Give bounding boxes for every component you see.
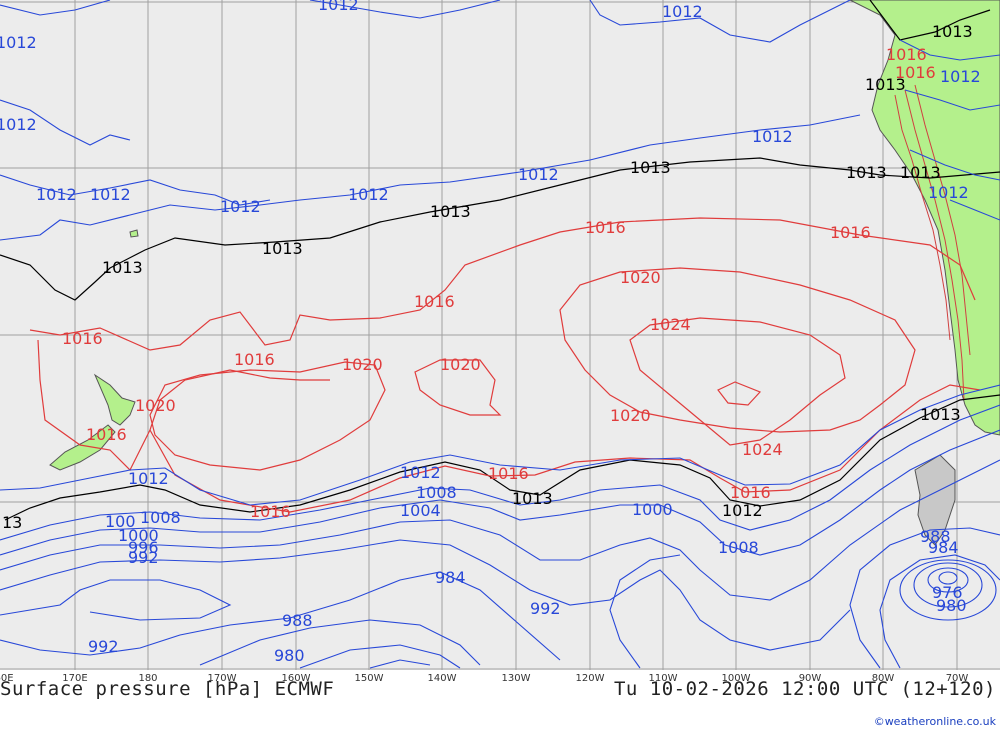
- land-masses: [49, 0, 1000, 546]
- isobar-label: 1013: [900, 163, 941, 182]
- longitude-label: 80W: [871, 673, 895, 684]
- isobar-label: 1000: [118, 526, 159, 545]
- isobar-label: 1024: [650, 315, 691, 334]
- south-america-land: [849, 0, 1000, 436]
- isobar-label: 1016: [730, 483, 771, 502]
- isobar-label: 1013: [430, 202, 471, 221]
- isobar-label: 992: [88, 637, 119, 656]
- isobar-label: 1020: [342, 355, 383, 374]
- isobar-label: 1012: [940, 67, 981, 86]
- new-zealand-south-island: [49, 424, 116, 471]
- isobar-labels: 1012 1012 1012 1012 1012 1012 1012 1012 …: [0, 0, 981, 665]
- isobar-label: 100: [105, 512, 136, 531]
- pressure-map: 1012 1012 1012 1012 1012 1012 1012 1012 …: [0, 0, 1000, 670]
- isobar-label: 984: [435, 568, 466, 587]
- isobar-label: 988: [920, 527, 951, 546]
- longitude-label: 130W: [501, 673, 531, 684]
- isobar-label: 996: [128, 538, 159, 557]
- longitude-label: 160W: [281, 673, 311, 684]
- isobar-label: 1013: [630, 158, 671, 177]
- longitude-label: 60E: [0, 673, 14, 684]
- isobars-1016: [29, 217, 981, 513]
- isobar-label: 1016: [414, 292, 455, 311]
- isobars-low: [0, 404, 1000, 669]
- isobar-label: 1016: [886, 45, 927, 64]
- isobar-label: 1013: [865, 75, 906, 94]
- longitude-label: 70W: [945, 673, 969, 684]
- longitude-label: 170E: [62, 673, 88, 684]
- isobar-label: 1013: [512, 489, 553, 508]
- isobar-label: 1012: [36, 185, 77, 204]
- isobar-label: 980: [274, 646, 305, 665]
- isobar-label: 1016: [830, 223, 871, 242]
- isobar-label: 1012: [722, 501, 763, 520]
- isobar-label: 1012: [220, 197, 261, 216]
- isobar-label: 980: [936, 596, 967, 615]
- isobar-label: 1012: [90, 185, 131, 204]
- new-zealand-north-island: [93, 373, 136, 426]
- isobar-label: 1004: [400, 501, 441, 520]
- isobar-label: 1012: [518, 165, 559, 184]
- isobar-label: 988: [282, 611, 313, 630]
- isobar-label: 1020: [135, 396, 176, 415]
- isobar-label: 1020: [440, 355, 481, 374]
- isobar-label: 1013: [102, 258, 143, 277]
- valid-time: Tu 10-02-2026 12:00 UTC (12+120): [613, 678, 996, 700]
- isobar-label: 1000: [632, 500, 673, 519]
- isobar-label: 1012: [752, 127, 793, 146]
- longitude-label: 170W: [207, 673, 237, 684]
- isobar-label: 1008: [416, 483, 457, 502]
- isobar-label: 1012: [318, 0, 359, 14]
- longitude-label: 180: [138, 673, 158, 684]
- isobar-label: 1012: [128, 469, 169, 488]
- isobar-label: 984: [928, 538, 959, 557]
- isobar-label: 1020: [620, 268, 661, 287]
- longitude-label: 100W: [721, 673, 751, 684]
- longitude-label: 120W: [575, 673, 605, 684]
- longitude-label: 140W: [427, 673, 457, 684]
- isobar-label: 13: [2, 513, 22, 532]
- isobar-label: 1024: [742, 440, 783, 459]
- isobar-label: 992: [128, 548, 159, 567]
- map-title: Surface pressure [hPa] ECMWF: [0, 678, 335, 700]
- isobar-label: 1012: [662, 2, 703, 21]
- isobar-label: 1008: [140, 508, 181, 527]
- tierra-del-fuego: [914, 454, 956, 546]
- credit-link[interactable]: ©weatheronline.co.uk: [873, 715, 996, 728]
- isobar-label: 1012: [400, 463, 441, 482]
- isobar-label: 976: [932, 583, 963, 602]
- isobars-andes: [899, 39, 1000, 221]
- isobar-label: 1016: [62, 329, 103, 348]
- longitude-label: 150W: [354, 673, 384, 684]
- isobar-label: 1012: [928, 183, 969, 202]
- isobars-1020: [149, 267, 916, 471]
- andes-relief: [894, 84, 971, 401]
- isobar-label: 1016: [250, 502, 291, 521]
- isobars-1013: [0, 0, 1000, 521]
- isobar-label: 1016: [585, 218, 626, 237]
- isobar-label: 1016: [234, 350, 275, 369]
- longitude-label: 90W: [798, 673, 822, 684]
- isobar-label: 1008: [718, 538, 759, 557]
- chatham-islands: [129, 229, 139, 238]
- longitude-label: 110W: [648, 673, 678, 684]
- isobar-label: 1012: [348, 185, 389, 204]
- isobar-label: 992: [530, 599, 561, 618]
- isobar-label: 1020: [610, 406, 651, 425]
- isobars-1024: [629, 317, 846, 446]
- isobar-label: 1012: [0, 33, 37, 52]
- isobar-label: 1012: [0, 115, 37, 134]
- isobar-label: 1013: [262, 239, 303, 258]
- isobars-1012: [0, 0, 1000, 506]
- isobar-label: 1016: [895, 63, 936, 82]
- isobar-label: 1016: [86, 425, 127, 444]
- isobar-label: 1016: [488, 464, 529, 483]
- isobar-label: 1013: [932, 22, 973, 41]
- isobar-label: 1013: [846, 163, 887, 182]
- isobar-label: 1013: [920, 405, 961, 424]
